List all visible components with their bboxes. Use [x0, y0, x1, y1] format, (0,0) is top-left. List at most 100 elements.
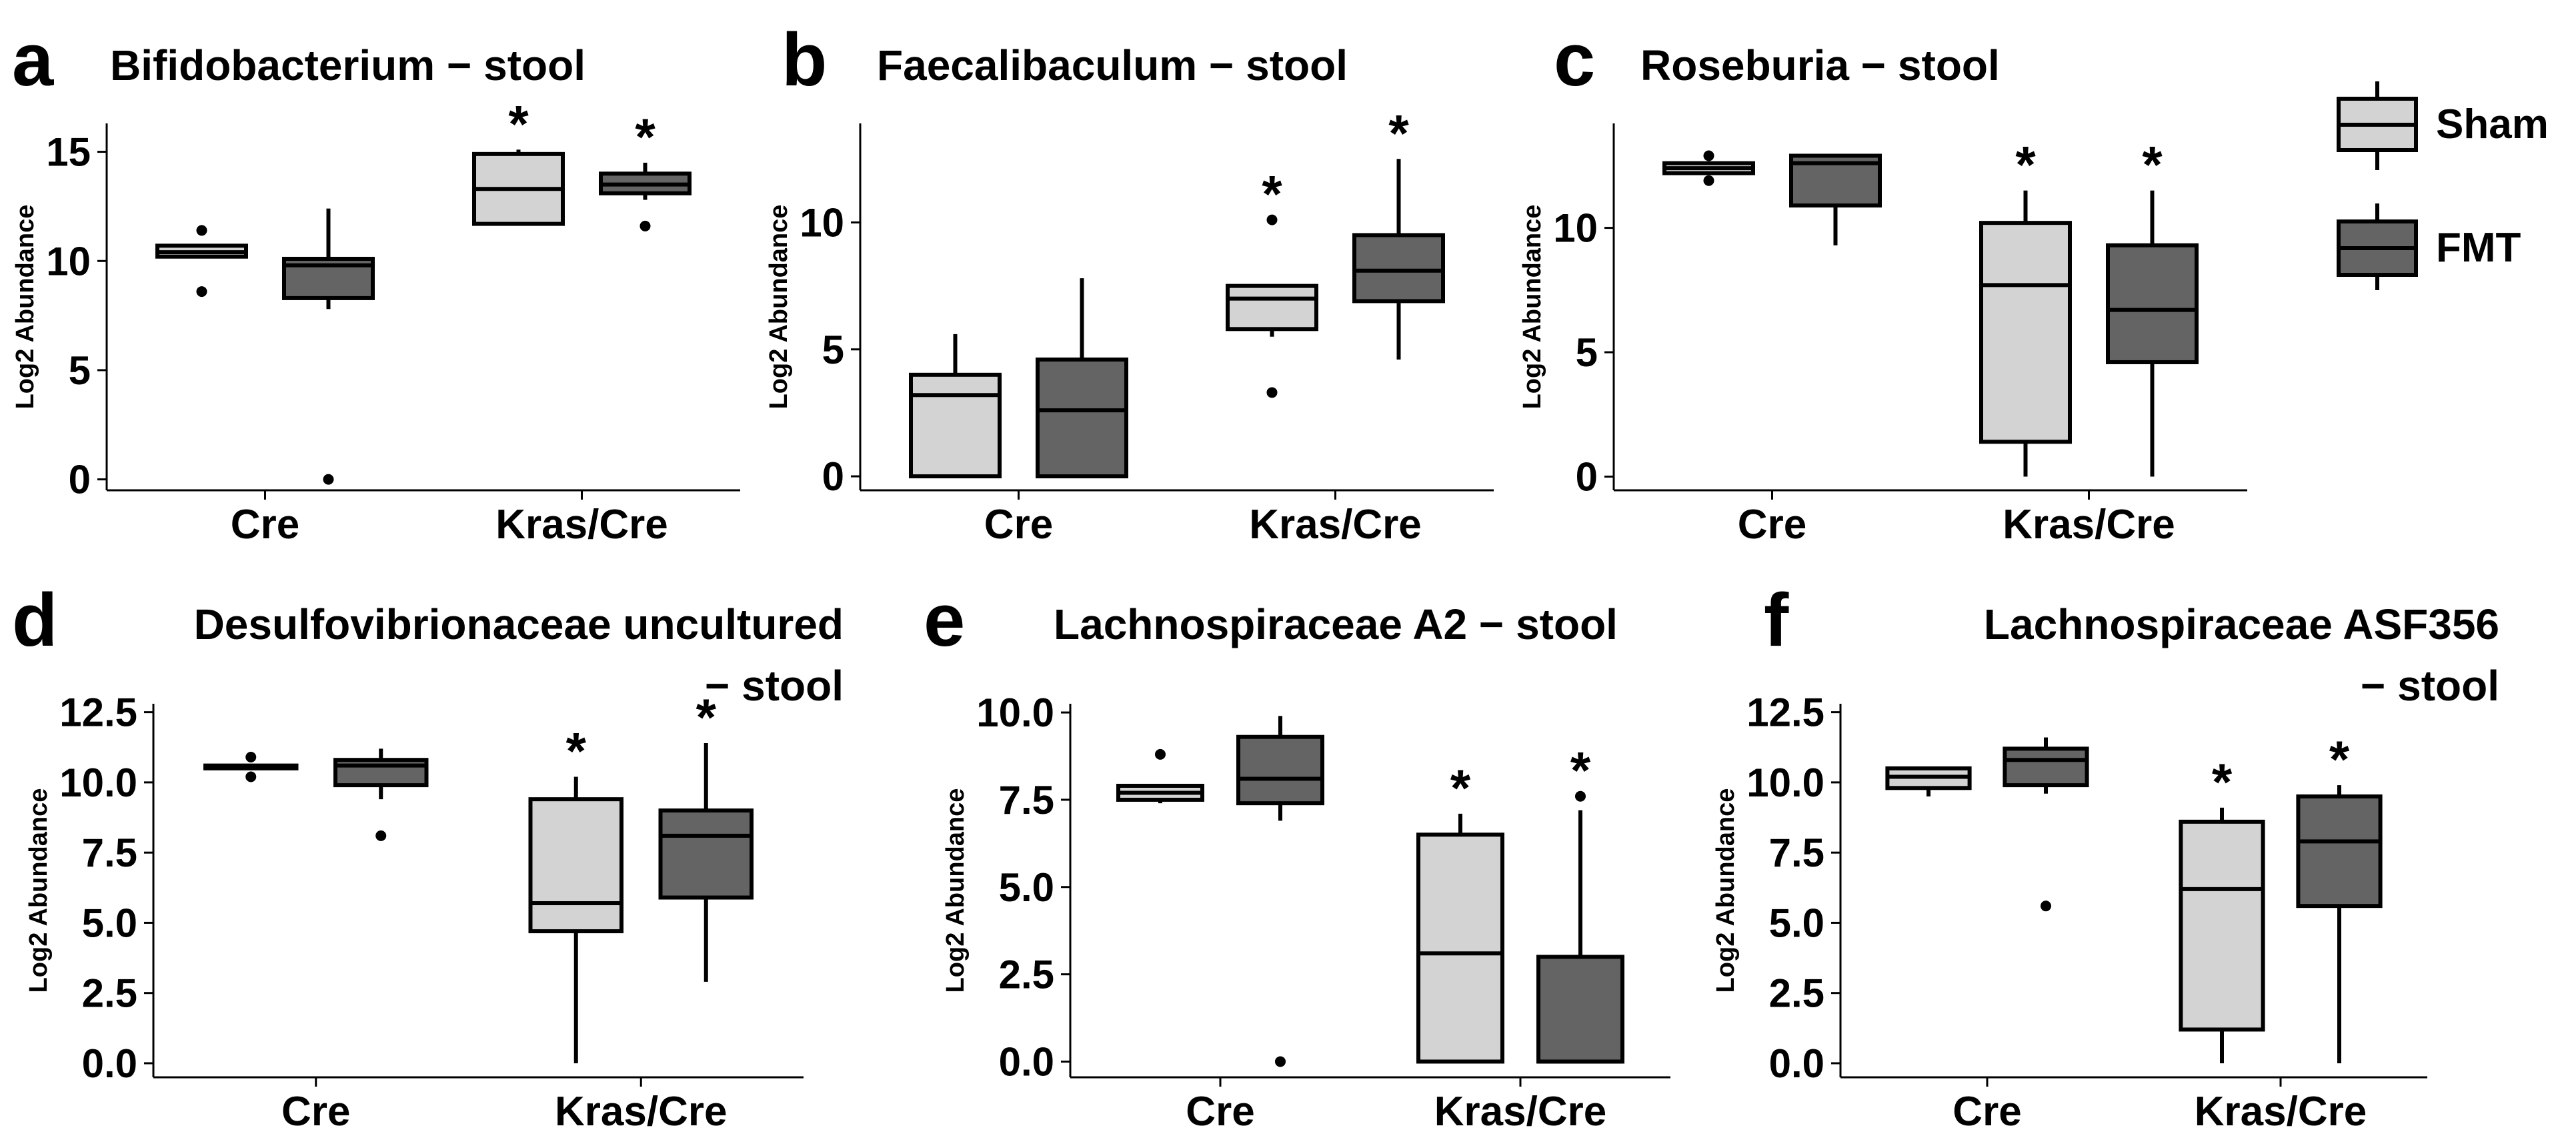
- x-tick-label: Kras/Cre: [555, 1089, 727, 1134]
- y-axis-label: Log2 Abundance: [765, 205, 793, 410]
- y-tick-label: 2.5: [1769, 971, 1824, 1016]
- x-tick-label: Cre: [1186, 1089, 1254, 1134]
- significance-star: *: [1570, 741, 1591, 800]
- y-axis-label: Log2 Abundance: [1712, 788, 1740, 993]
- outlier-point: [196, 286, 207, 298]
- panel-title: Faecalibaculum − stool: [877, 41, 1348, 89]
- x-tick-label: Kras/Cre: [1434, 1089, 1606, 1134]
- panel-letter: f: [1764, 578, 1789, 662]
- significance-star: *: [1388, 103, 1409, 162]
- y-tick-label: 0: [1576, 454, 1598, 499]
- box-fmt-kras-cre: *: [658, 688, 754, 982]
- box-body: [1226, 284, 1318, 332]
- y-axis-label: Log2 Abundance: [1518, 205, 1546, 410]
- y-tick-label: 5.0: [999, 865, 1054, 910]
- outlier-point: [375, 830, 387, 841]
- y-tick-label: 15: [46, 130, 91, 175]
- y-tick-label: 5: [1576, 330, 1598, 375]
- box-body: [2106, 243, 2199, 364]
- significance-star: *: [635, 107, 656, 166]
- significance-star: *: [2212, 752, 2233, 811]
- box-body: [1416, 832, 1504, 1064]
- y-tick-label: 7.5: [1769, 830, 1824, 875]
- y-tick-label: 10: [800, 200, 844, 245]
- y-tick-label: 7.5: [82, 830, 137, 875]
- box-sham-kras-cre: *: [1226, 165, 1318, 398]
- outlier-point: [245, 771, 257, 782]
- x-tick-label: Cre: [281, 1089, 350, 1134]
- outlier-point: [1575, 790, 1586, 802]
- panel-title: Lachnospiraceae ASF356: [1984, 600, 2499, 648]
- box-sham-kras-cre: *: [528, 721, 623, 1063]
- significance-star: *: [566, 721, 587, 780]
- box-sham-cre: [1116, 748, 1204, 804]
- y-tick-label: 10: [46, 239, 91, 284]
- y-tick-label: 5: [822, 328, 844, 372]
- box-body: [528, 797, 623, 934]
- box-fmt-kras-cre: *: [1536, 741, 1624, 1064]
- y-tick-label: 0.0: [1769, 1041, 1824, 1086]
- box-sham-kras-cre: *: [2179, 752, 2265, 1063]
- y-tick-label: 0: [69, 458, 91, 502]
- panel-letter: a: [12, 18, 54, 101]
- box-body: [909, 372, 1002, 479]
- significance-star: *: [1262, 165, 1282, 223]
- x-tick-label: Cre: [1953, 1089, 2021, 1134]
- box-body: [2179, 819, 2265, 1032]
- significance-star: *: [1450, 758, 1471, 817]
- y-tick-label: 2.5: [82, 971, 137, 1016]
- box-fmt-kras-cre: *: [1352, 103, 1445, 360]
- box-fmt-kras-cre: *: [2296, 730, 2383, 1063]
- significance-star: *: [2015, 135, 2036, 194]
- legend-label: Sham: [2436, 101, 2549, 147]
- box-fmt-kras-cre: *: [2106, 135, 2199, 477]
- significance-star: *: [696, 688, 717, 746]
- legend-label: FMT: [2436, 225, 2521, 271]
- outlier-point: [245, 752, 257, 762]
- y-tick-label: 5.0: [1769, 901, 1824, 945]
- significance-star: *: [2329, 730, 2350, 788]
- y-tick-label: 10.0: [59, 760, 137, 805]
- x-tick-label: Kras/Cre: [2195, 1089, 2367, 1134]
- y-tick-label: 10.0: [976, 690, 1054, 735]
- y-axis-label: Log2 Abundance: [25, 788, 53, 993]
- box-fmt-cre: [1789, 153, 1882, 245]
- box-body: [2003, 746, 2089, 788]
- outlier-point: [1275, 1056, 1286, 1067]
- panel-letter: e: [924, 578, 965, 662]
- panel-e: e Lachnospiraceae A2 − stool 0.0 2.5 5.0 7.5 1…: [924, 578, 1670, 1134]
- box-body: [1352, 233, 1445, 304]
- y-tick-label: 5.0: [82, 901, 137, 945]
- panel-title: − stool: [2361, 662, 2499, 710]
- box-body: [1236, 734, 1324, 806]
- x-tick-label: Kras/Cre: [495, 502, 668, 548]
- panel-letter: b: [782, 18, 827, 101]
- outlier-point: [196, 225, 207, 236]
- box-sham-cre: [155, 225, 248, 298]
- x-tick-label: Kras/Cre: [2003, 502, 2175, 548]
- y-tick-label: 2.5: [999, 953, 1054, 997]
- box-body: [2296, 794, 2383, 909]
- y-axis-label: Log2 Abundance: [942, 788, 970, 993]
- legend-item-fmt: FMT: [2337, 203, 2521, 290]
- box-fmt-cre: [282, 208, 375, 485]
- outlier-point: [1266, 387, 1278, 398]
- box-sham-cre: [203, 752, 299, 782]
- y-tick-label: 0.0: [999, 1039, 1054, 1084]
- box-fmt-cre: [2003, 737, 2089, 912]
- box-sham-cre: [909, 334, 1002, 479]
- panel-letter: c: [1554, 18, 1595, 101]
- box-fmt-cre: [1236, 716, 1324, 1067]
- y-axis-label: Log2 Abundance: [11, 205, 39, 410]
- y-tick-label: 0.0: [82, 1041, 137, 1086]
- outlier-point: [323, 474, 334, 485]
- box-sham-kras-cre: *: [1979, 135, 2072, 477]
- y-tick-label: 10.0: [1746, 760, 1824, 805]
- x-tick-label: Cre: [1738, 502, 1806, 548]
- box-sham-cre: [1885, 766, 1972, 796]
- outlier-point: [639, 220, 651, 231]
- panel-title: − stool: [705, 662, 844, 710]
